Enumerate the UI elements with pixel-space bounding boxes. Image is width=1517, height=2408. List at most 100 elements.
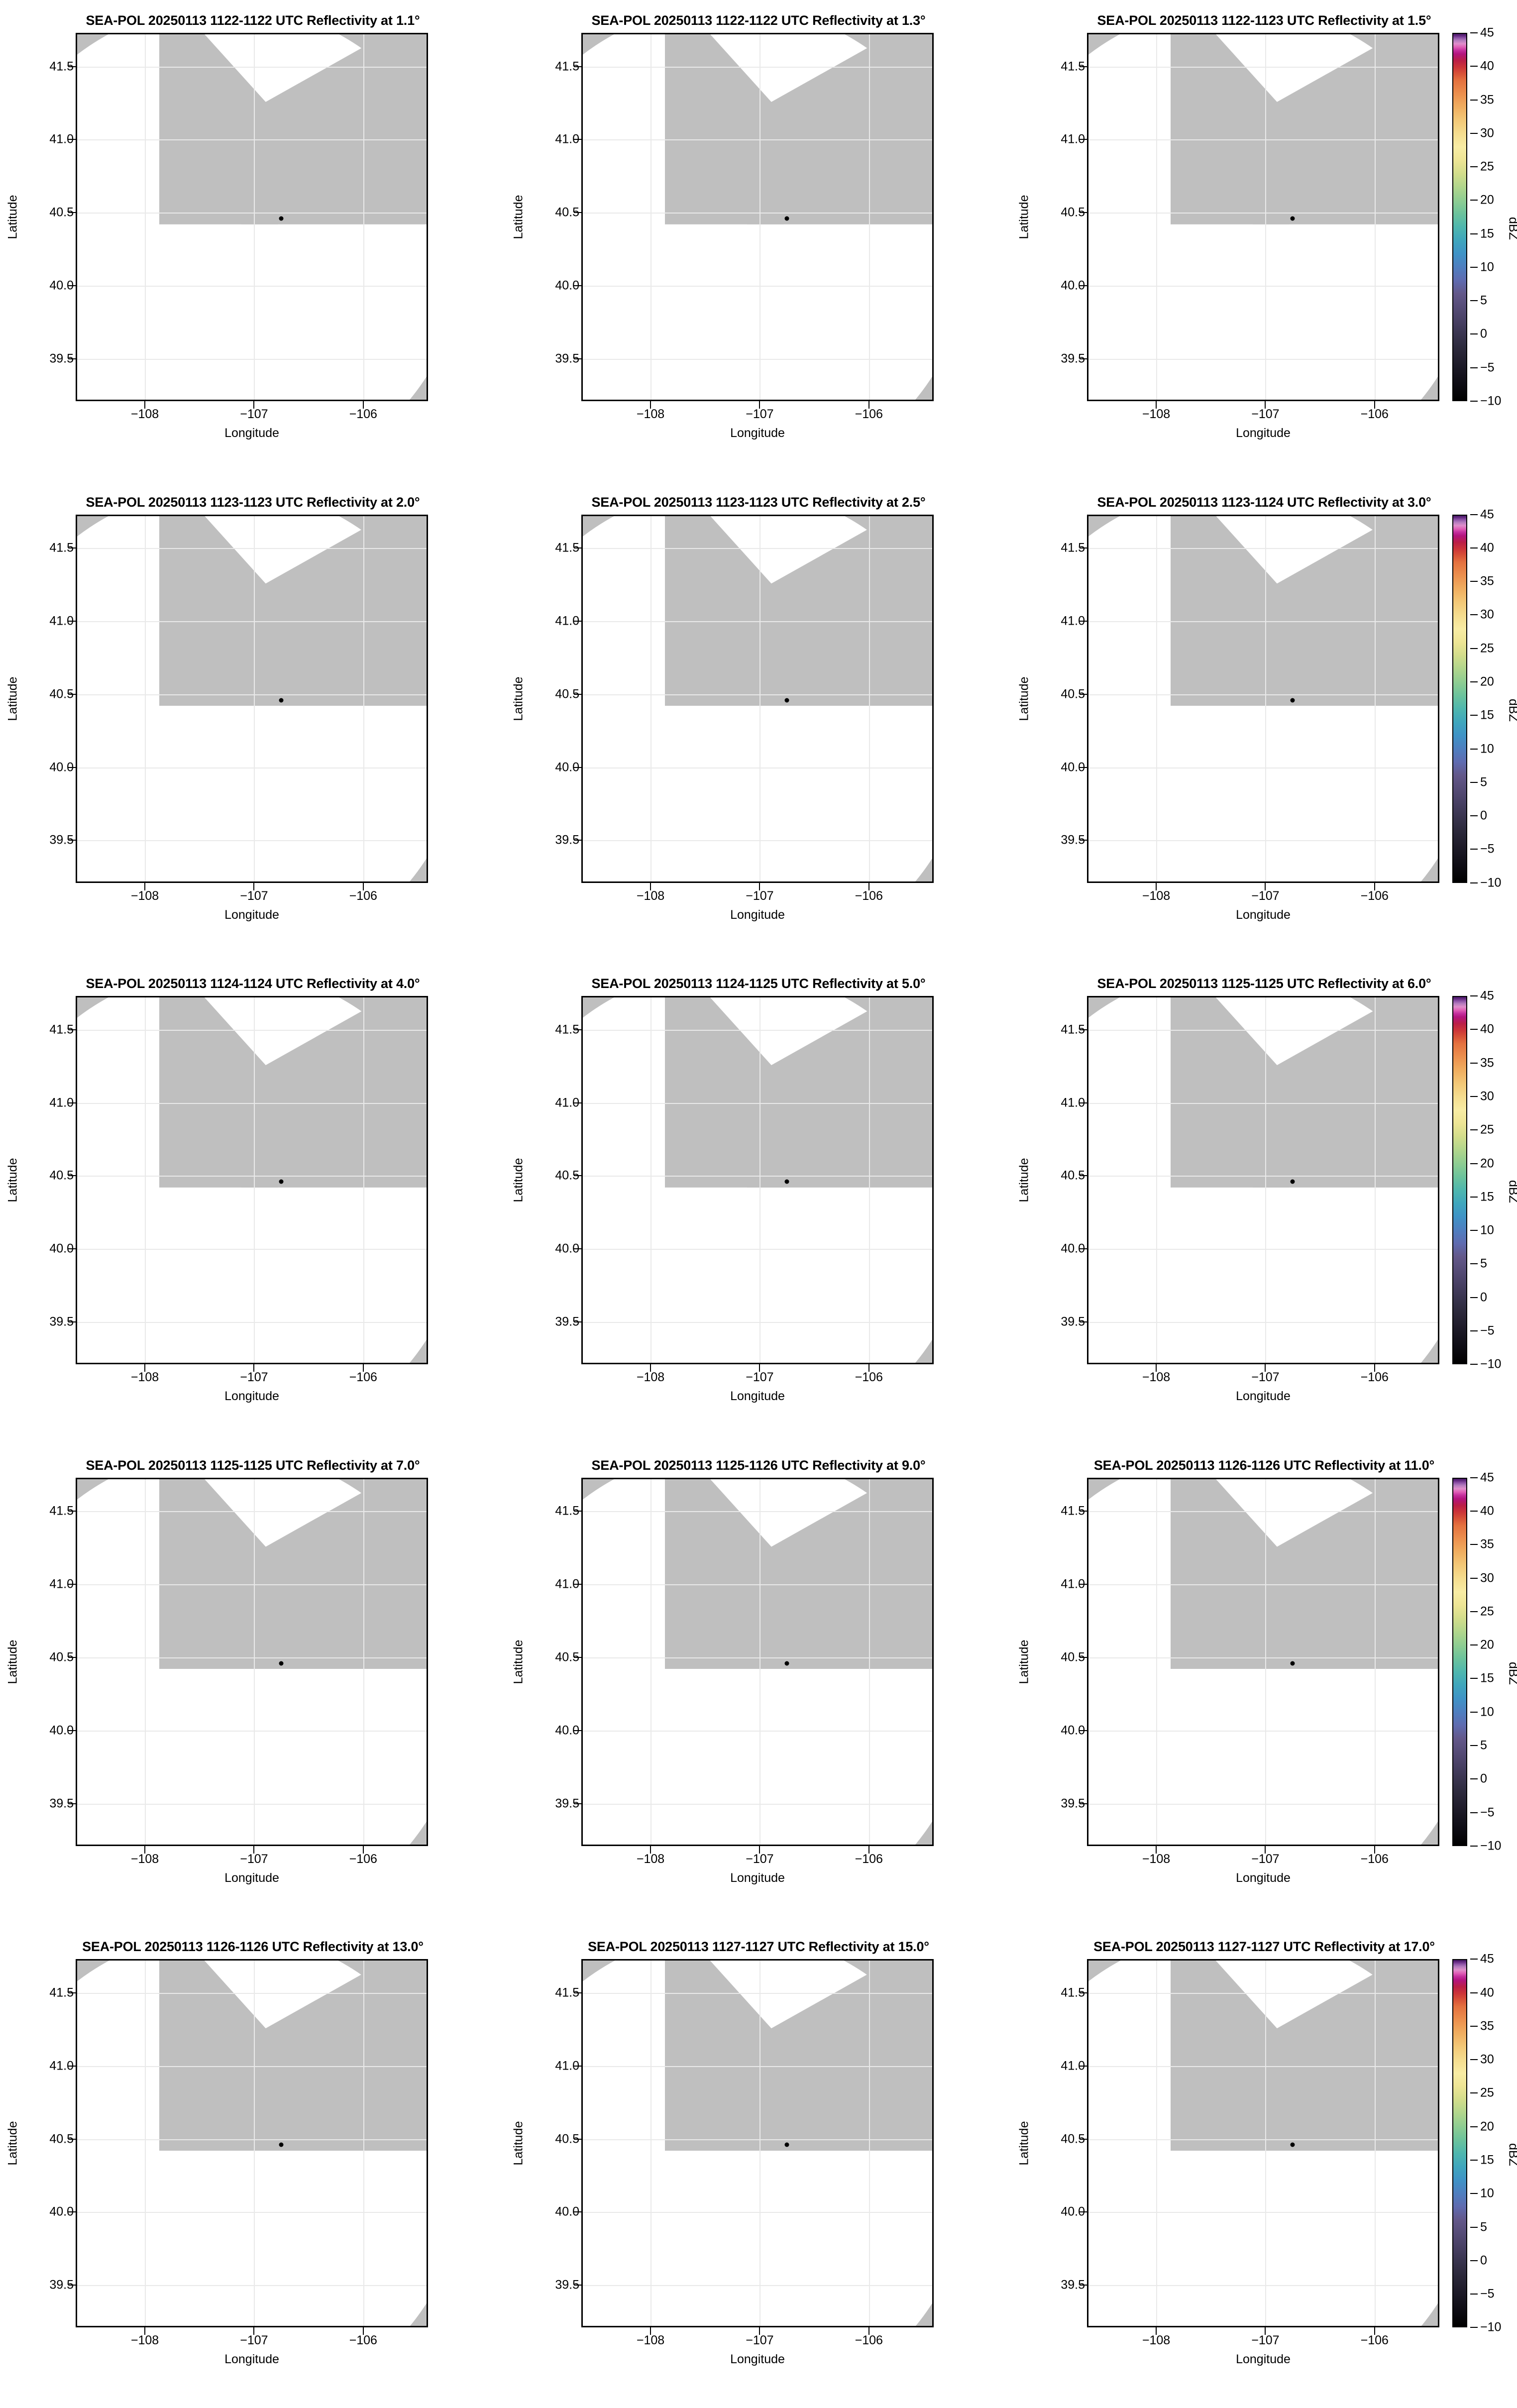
- gridline-horizontal-1: [583, 1730, 932, 1732]
- y-tick-label-4: 41.5: [49, 1504, 74, 1518]
- y-tick-label-3: 41.0: [555, 614, 579, 628]
- colorbar-tick-mark-4: [1470, 266, 1478, 268]
- y-tick-label-0: 39.5: [49, 833, 74, 847]
- x-tick-label-1: −107: [240, 2333, 268, 2348]
- plot-area: [1087, 1477, 1439, 1846]
- ppi-panel-12: SEA-POL 20250113 1126-1126 UTC Reflectiv…: [0, 1926, 506, 2408]
- x-tick-mark-0: [1156, 882, 1157, 890]
- colorbar-tick-mark-0: [1470, 1845, 1478, 1847]
- colorbar-tick-label-0: −10: [1480, 1357, 1502, 1371]
- gridline-vertical-2: [363, 1479, 364, 1845]
- radar-site-marker: [784, 2142, 789, 2147]
- gridline-vertical-1: [254, 516, 255, 881]
- y-tick-mark-3: [68, 1102, 76, 1103]
- colorbar-tick-mark-3: [1470, 1263, 1478, 1265]
- gridline-horizontal-4: [583, 66, 932, 68]
- x-tick-label-1: −107: [1251, 888, 1280, 903]
- panel-title: SEA-POL 20250113 1126-1126 UTC Reflectiv…: [82, 1939, 424, 1955]
- colorbar-tick-label-10: 40: [1480, 541, 1494, 555]
- panel-title: SEA-POL 20250113 1125-1125 UTC Reflectiv…: [1097, 976, 1431, 991]
- gridline-horizontal-4: [1088, 548, 1438, 549]
- y-tick-mark-4: [68, 1511, 76, 1512]
- colorbar-tick-mark-8: [1470, 1096, 1478, 1097]
- colorbar-tick-label-2: 0: [1480, 808, 1487, 823]
- y-tick-label-1: 40.0: [1061, 1241, 1085, 1256]
- x-tick-mark-1: [759, 882, 760, 890]
- colorbar: −10 −5 0 5 10 15 20 25 30 35 40 45 dBZ: [1452, 507, 1517, 889]
- y-tick-label-0: 39.5: [49, 1314, 74, 1329]
- y-tick-label-2: 40.5: [1061, 1168, 1085, 1183]
- colorbar-tick-mark-10: [1470, 1511, 1478, 1512]
- plot-area: [76, 1959, 428, 2328]
- ppi-panel-0: SEA-POL 20250113 1122-1122 UTC Reflectiv…: [0, 0, 506, 482]
- gridline-horizontal-0: [583, 358, 932, 360]
- gridline-vertical-1: [1265, 997, 1267, 1363]
- y-axis-label: Latitude: [5, 1158, 20, 1203]
- colorbar-tick-label-2: 0: [1480, 327, 1487, 341]
- gridline-horizontal-1: [77, 1249, 427, 1250]
- gridline-horizontal-1: [1088, 2212, 1438, 2213]
- gridline-vertical-2: [868, 34, 870, 400]
- x-tick-mark-1: [253, 2327, 255, 2335]
- colorbar-tick-label-5: 15: [1480, 226, 1494, 241]
- y-tick-mark-0: [574, 2285, 581, 2286]
- colorbar-tick-label-11: 45: [1480, 1470, 1494, 1485]
- y-tick-mark-0: [68, 2285, 76, 2286]
- y-tick-label-3: 41.0: [49, 132, 74, 146]
- colorbar-tick-mark-8: [1470, 132, 1478, 134]
- y-tick-mark-0: [1080, 358, 1087, 359]
- colorbar-tick-label-6: 20: [1480, 2119, 1494, 2134]
- y-tick-mark-2: [574, 693, 581, 695]
- gridline-horizontal-3: [1088, 621, 1438, 622]
- gridline-horizontal-1: [1088, 1249, 1438, 1250]
- colorbar-tick-mark-5: [1470, 233, 1478, 234]
- y-tick-label-3: 41.0: [1061, 614, 1085, 628]
- y-tick-label-0: 39.5: [1061, 351, 1085, 366]
- gridline-vertical-2: [1374, 997, 1376, 1363]
- ppi-panel-7: SEA-POL 20250113 1124-1125 UTC Reflectiv…: [506, 963, 1011, 1445]
- plot-area: [1087, 514, 1439, 883]
- colorbar-tick-label-6: 20: [1480, 1638, 1494, 1652]
- colorbar-tick-label-6: 20: [1480, 193, 1494, 207]
- colorbar-tick-mark-4: [1470, 1230, 1478, 1231]
- y-tick-mark-2: [574, 212, 581, 214]
- y-tick-label-2: 40.5: [49, 205, 74, 219]
- gridline-vertical-1: [1265, 1961, 1267, 2326]
- gridline-horizontal-3: [583, 1102, 932, 1104]
- x-tick-label-0: −108: [130, 1370, 159, 1385]
- gridline-horizontal-3: [583, 2066, 932, 2067]
- x-tick-label-0: −108: [130, 407, 159, 421]
- y-tick-mark-2: [68, 1175, 76, 1177]
- colorbar-tick-label-2: 0: [1480, 1771, 1487, 1786]
- y-tick-label-1: 40.0: [49, 760, 74, 774]
- colorbar-tick-label-1: −5: [1480, 1323, 1495, 1338]
- y-tick-label-4: 41.5: [1061, 1504, 1085, 1518]
- gridline-horizontal-3: [1088, 1584, 1438, 1586]
- colorbar-tick-label-7: 25: [1480, 1122, 1494, 1137]
- x-tick-mark-2: [868, 882, 869, 890]
- colorbar-tick-label-3: 5: [1480, 1738, 1487, 1752]
- colorbar-tick-mark-10: [1470, 1029, 1478, 1030]
- y-tick-label-2: 40.5: [49, 1168, 74, 1183]
- y-tick-label-4: 41.5: [49, 541, 74, 555]
- y-tick-label-1: 40.0: [1061, 2204, 1085, 2219]
- x-tick-label-1: −107: [746, 1852, 774, 1866]
- colorbar-axis-label: dBZ: [1506, 1180, 1517, 1204]
- colorbar-tick-mark-8: [1470, 614, 1478, 616]
- gridline-vertical-0: [1156, 516, 1157, 881]
- ppi-panel-8: SEA-POL 20250113 1125-1125 UTC Reflectiv…: [1011, 963, 1517, 1445]
- panel-title: SEA-POL 20250113 1124-1124 UTC Reflectiv…: [86, 976, 420, 991]
- colorbar-tick-label-3: 5: [1480, 1256, 1487, 1271]
- y-tick-label-4: 41.5: [555, 1022, 579, 1037]
- y-tick-label-3: 41.0: [1061, 132, 1085, 146]
- gridline-horizontal-0: [1088, 358, 1438, 360]
- colorbar-tick-label-5: 15: [1480, 708, 1494, 722]
- gridline-vertical-1: [759, 1961, 761, 2326]
- x-axis-label: Longitude: [730, 1870, 785, 1885]
- colorbar-gradient: [1452, 514, 1467, 883]
- y-tick-label-4: 41.5: [49, 1022, 74, 1037]
- x-tick-mark-1: [1265, 1364, 1266, 1372]
- radar-site-marker: [784, 1661, 789, 1666]
- gridline-horizontal-0: [1088, 840, 1438, 842]
- y-tick-mark-4: [1080, 1992, 1087, 1993]
